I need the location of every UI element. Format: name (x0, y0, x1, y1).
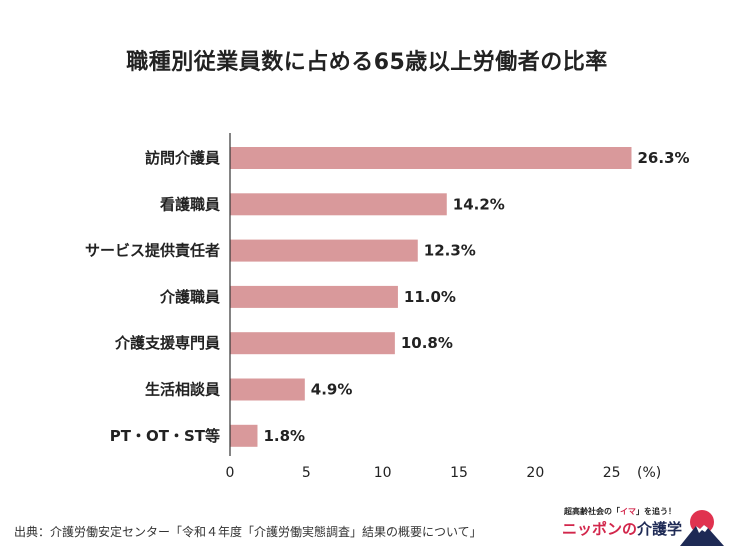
logo-tagline-highlight: イマ (620, 507, 636, 516)
logo-name-main: ニッポンの (562, 520, 638, 538)
value-label: 4.9% (311, 381, 353, 399)
x-tick-label: 25 (603, 465, 621, 481)
x-axis-unit-label: (%) (637, 465, 661, 481)
category-label: PT・OT・ST等 (110, 427, 220, 445)
logo-name: ニッポンの介護学 (562, 518, 682, 539)
bar (230, 378, 305, 401)
logo-tagline-pre: 超高齢社会の「 (564, 507, 620, 516)
value-label: 11.0% (404, 288, 456, 306)
bar (230, 285, 398, 308)
x-axis-ticks: 0 5 10 15 20 25 (226, 465, 621, 481)
source-note: 出典：介護労働安定センター「令和４年度「介護労働実態調査」結果の概要について」 (14, 525, 482, 539)
value-label: 12.3% (424, 242, 476, 260)
x-tick-label: 15 (450, 465, 468, 481)
category-label: 看護職員 (160, 195, 220, 213)
bar (230, 193, 447, 216)
category-label: 生活相談員 (145, 381, 220, 399)
category-label: サービス提供責任者 (85, 242, 220, 260)
category-label: 介護支援専門員 (114, 334, 220, 352)
mount-fuji-sun-icon (680, 510, 724, 546)
category-label: 訪問介護員 (145, 149, 220, 167)
x-tick-label: 5 (302, 465, 311, 481)
x-tick-label: 0 (226, 465, 235, 481)
bar (230, 239, 418, 262)
value-label: 26.3% (638, 149, 690, 167)
value-labels: 26.3% 14.2% 12.3% 11.0% 10.8% 4.9% 1.8% (263, 149, 689, 445)
value-label: 1.8% (263, 427, 305, 445)
bars-group (230, 147, 632, 447)
x-tick-label: 20 (526, 465, 544, 481)
value-label: 10.8% (401, 334, 453, 352)
logo-tagline: 超高齢社会の「イマ」を追う！ (564, 506, 676, 517)
bar (230, 332, 395, 355)
chart-title: 職種別従業員数に占める65歳以上労働者の比率 (126, 50, 608, 75)
logo-name-accent: 介護学 (637, 520, 683, 538)
bar (230, 147, 632, 169)
value-label: 14.2% (453, 195, 505, 213)
x-tick-label: 10 (374, 465, 392, 481)
bar (230, 424, 258, 447)
logo-tagline-post: 」を追う！ (636, 507, 676, 516)
brand-logo: 超高齢社会の「イマ」を追う！ ニッポンの介護学 (556, 506, 728, 550)
category-label: 介護職員 (159, 288, 220, 306)
